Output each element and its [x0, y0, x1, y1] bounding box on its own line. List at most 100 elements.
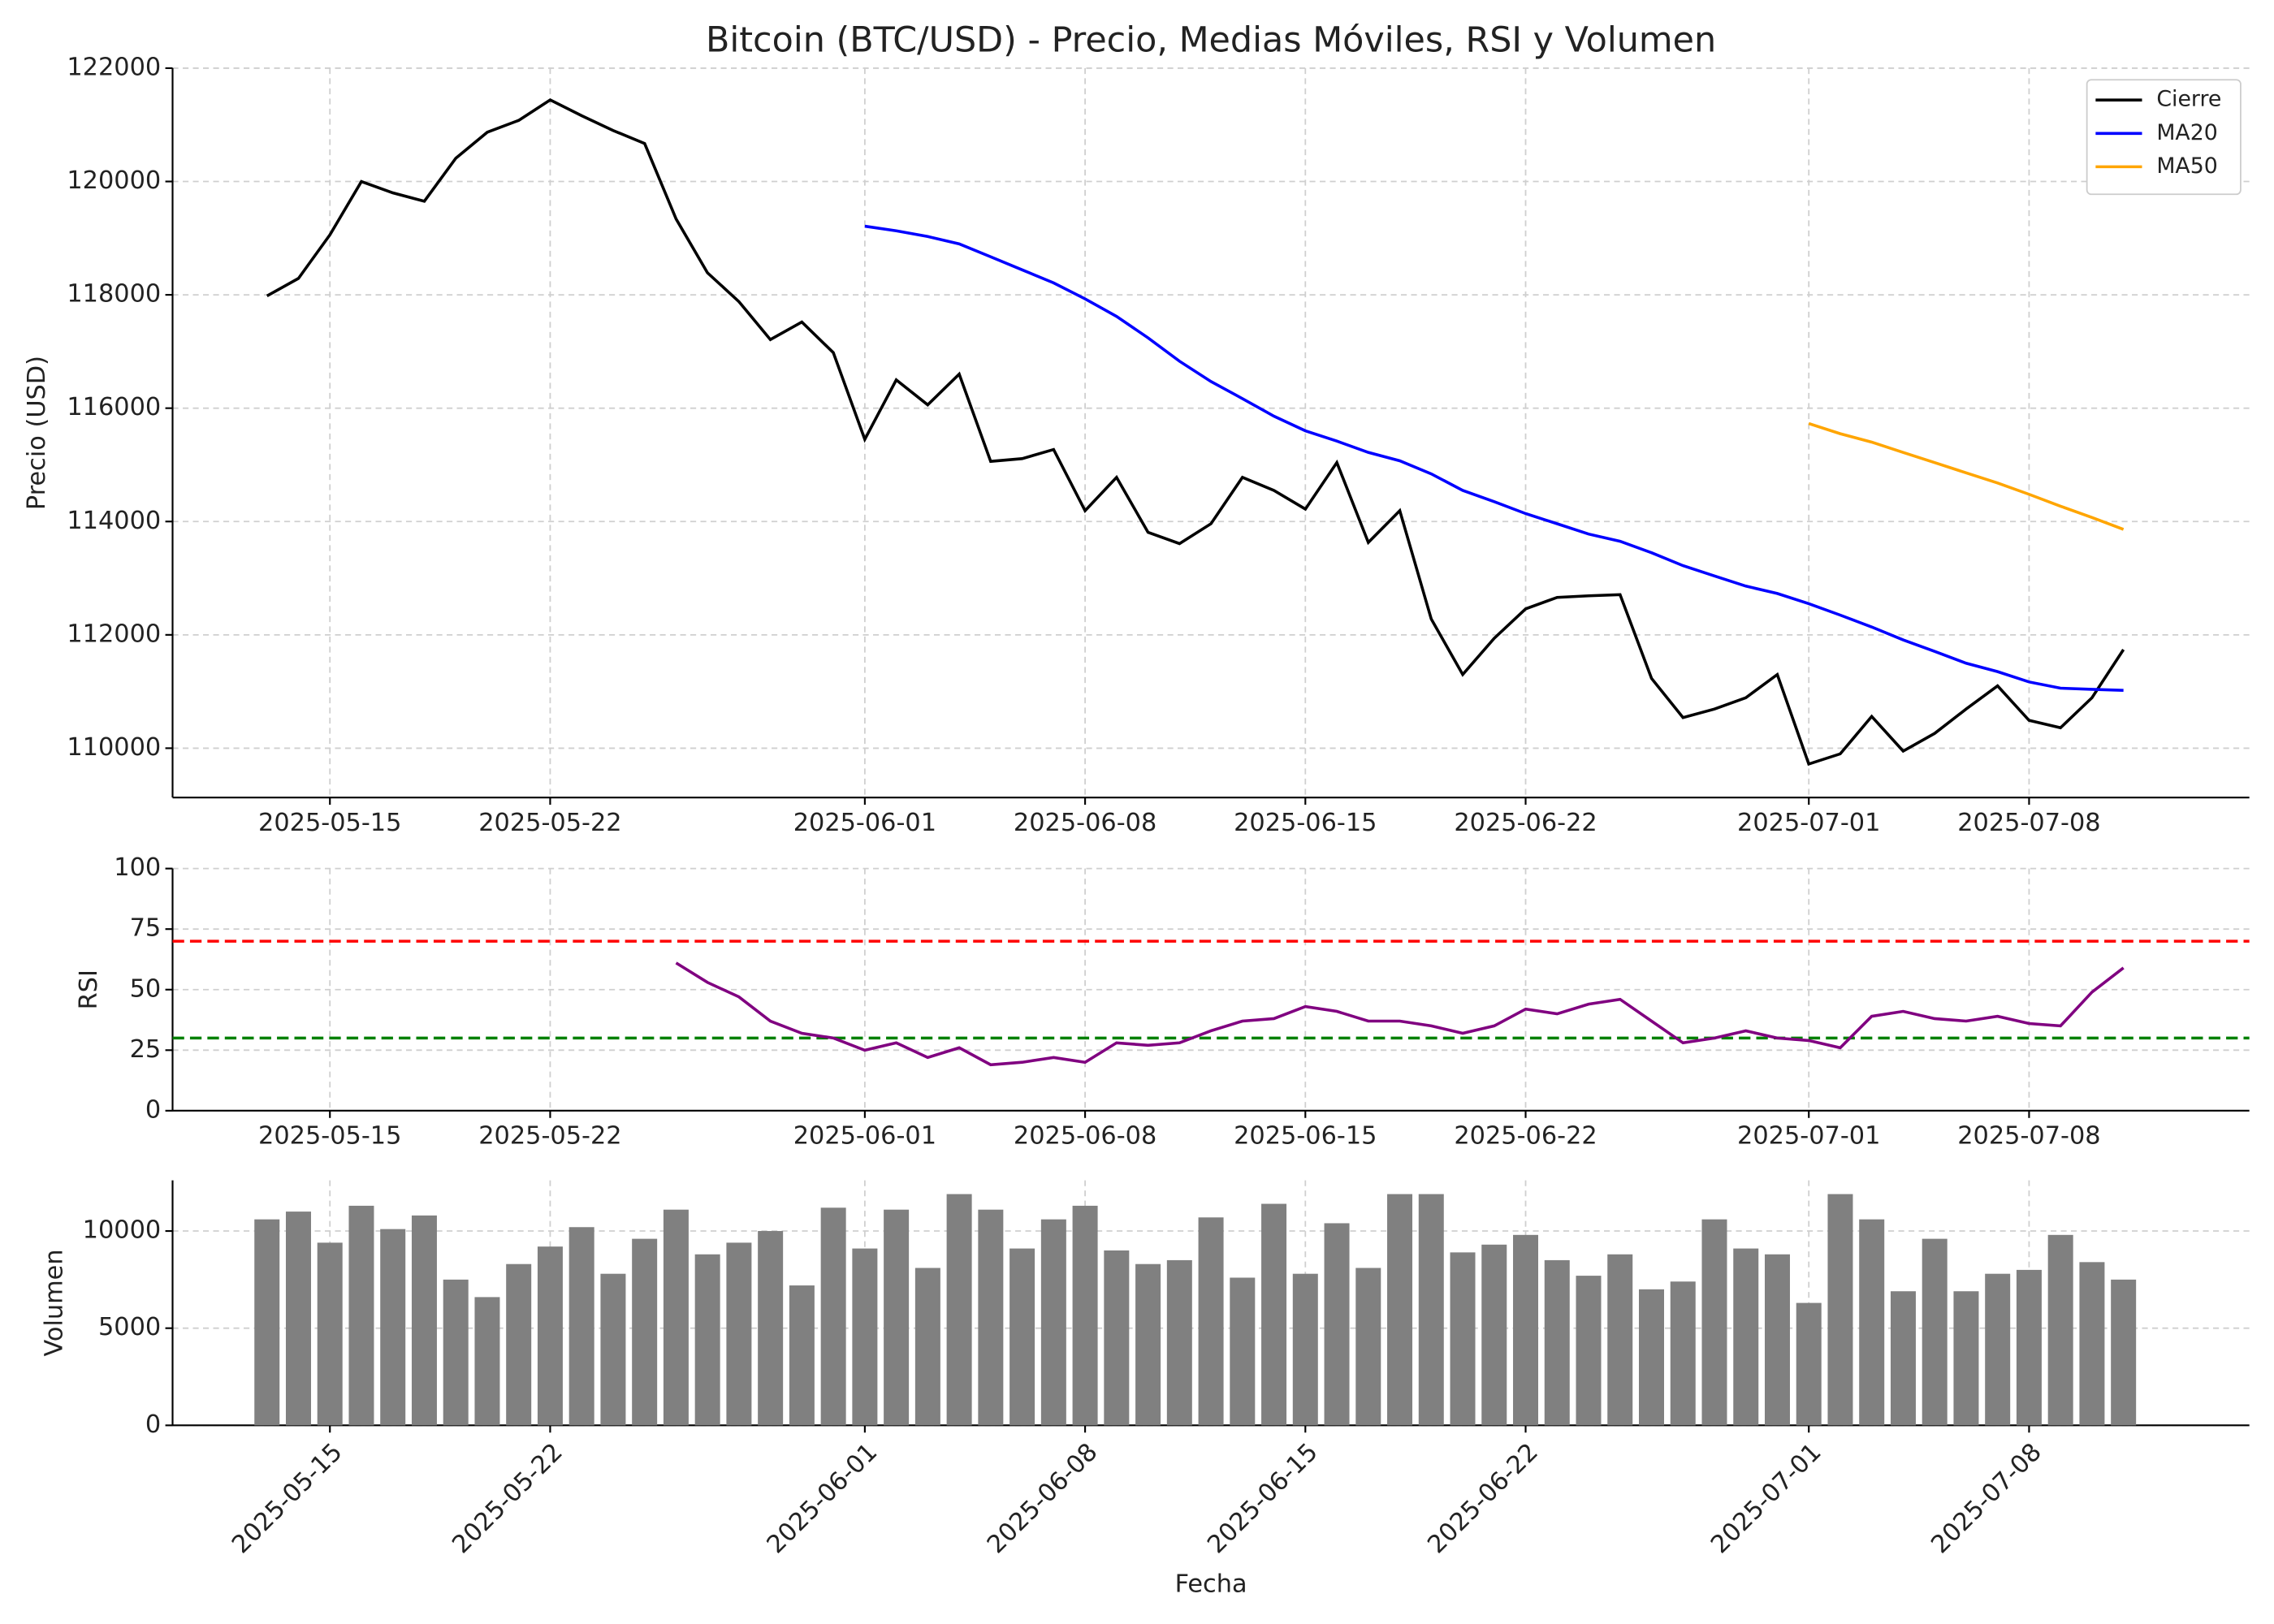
- x-tick-label: 2025-05-22: [478, 1122, 621, 1151]
- bar: [1261, 1203, 1287, 1426]
- bar: [1198, 1217, 1224, 1426]
- bar: [600, 1273, 626, 1426]
- bar: [758, 1231, 784, 1426]
- bar: [978, 1209, 1004, 1426]
- bar: [1387, 1194, 1413, 1426]
- bar: [1764, 1254, 1790, 1426]
- bar: [1576, 1276, 1602, 1426]
- bar: [1859, 1219, 1885, 1426]
- bar: [1796, 1302, 1822, 1426]
- x-tick-label: 2025-05-22: [478, 809, 621, 837]
- bar: [1827, 1194, 1853, 1426]
- y-tick-label: 25: [130, 1035, 162, 1064]
- legend: Cierre MA20 MA50: [2086, 79, 2242, 196]
- chart-title: Bitcoin (BTC/USD) - Precio, Medias Móvil…: [706, 19, 1716, 60]
- y-tick-label: 50: [130, 974, 162, 1003]
- series-line: [266, 97, 2125, 767]
- bar: [820, 1207, 846, 1426]
- bar: [411, 1215, 437, 1426]
- series-line: [675, 961, 2125, 1067]
- bar: [789, 1285, 815, 1426]
- y-axis-label: Precio (USD): [23, 356, 51, 510]
- x-tick-label: 2025-06-01: [793, 809, 936, 837]
- x-tick-label: 2025-07-08: [1957, 1122, 2100, 1151]
- bar: [348, 1205, 374, 1426]
- bar: [914, 1268, 940, 1426]
- bar: [2016, 1269, 2042, 1426]
- x-axis-label: Fecha: [1175, 1570, 1247, 1598]
- bar: [506, 1263, 532, 1426]
- x-tick-label: 2025-07-01: [1737, 809, 1880, 837]
- bar: [1450, 1252, 1476, 1426]
- y-tick-label: 5000: [98, 1313, 161, 1341]
- legend-label: Cierre: [2156, 87, 2221, 112]
- bar: [852, 1248, 878, 1426]
- y-tick-label: 114000: [67, 507, 161, 535]
- x-tick-label: 2025-06-01: [793, 1122, 936, 1151]
- y-tick-label: 118000: [67, 280, 161, 309]
- bar: [1040, 1219, 1066, 1426]
- bar: [285, 1212, 311, 1426]
- y-tick-label: 122000: [67, 53, 161, 81]
- x-tick-label: 2025-06-15: [1234, 1122, 1377, 1151]
- bar: [1733, 1248, 1759, 1426]
- bar: [254, 1219, 280, 1426]
- bar: [1355, 1268, 1381, 1426]
- bar: [1135, 1263, 1161, 1426]
- bar: [726, 1242, 752, 1426]
- y-tick-label: 110000: [67, 733, 161, 762]
- bar: [632, 1238, 658, 1426]
- bar: [694, 1254, 720, 1426]
- bar: [1701, 1219, 1727, 1426]
- bar: [317, 1242, 343, 1426]
- bar: [568, 1227, 594, 1426]
- bar: [1230, 1277, 1256, 1426]
- bar: [2079, 1262, 2105, 1426]
- bar: [380, 1229, 406, 1426]
- y-axis-label: Volumen: [40, 1249, 68, 1356]
- bar: [1670, 1281, 1696, 1426]
- x-tick-label: 2025-06-08: [1014, 809, 1156, 837]
- y-tick-label: 75: [130, 914, 162, 943]
- x-tick-label: 2025-06-22: [1454, 1122, 1597, 1151]
- y-tick-label: 0: [145, 1410, 161, 1439]
- bar: [1324, 1223, 1350, 1426]
- x-tick-label: 2025-06-08: [1014, 1122, 1156, 1151]
- x-tick-label: 2025-05-15: [258, 1122, 401, 1151]
- bar: [1418, 1194, 1444, 1426]
- bar: [663, 1209, 689, 1426]
- series-line: [864, 224, 2124, 692]
- bar: [2111, 1279, 2137, 1426]
- bar: [537, 1246, 563, 1426]
- y-axis-label: RSI: [75, 970, 103, 1009]
- x-tick-label: 2025-07-08: [1957, 809, 2100, 837]
- bar: [1607, 1254, 1633, 1426]
- bar: [1985, 1273, 2011, 1426]
- bar: [946, 1194, 972, 1426]
- bar: [2047, 1234, 2073, 1426]
- y-tick-label: 100: [114, 853, 161, 882]
- legend-label: MA50: [2156, 153, 2217, 179]
- y-tick-label: 0: [145, 1095, 161, 1124]
- y-tick-label: 10000: [83, 1216, 162, 1245]
- bar: [1953, 1291, 1979, 1426]
- bar: [1890, 1291, 1916, 1426]
- bar: [474, 1297, 500, 1426]
- bar: [884, 1209, 910, 1426]
- x-tick-label: 2025-06-15: [1234, 809, 1377, 837]
- bar: [1481, 1244, 1507, 1426]
- bar: [1292, 1273, 1318, 1426]
- y-tick-label: 116000: [67, 393, 161, 421]
- bar: [1922, 1238, 1948, 1426]
- y-tick-label: 112000: [67, 620, 161, 648]
- series-line: [1808, 421, 2125, 531]
- bar: [1544, 1259, 1570, 1426]
- bar: [1166, 1259, 1192, 1426]
- x-tick-label: 2025-05-15: [258, 809, 401, 837]
- x-tick-label: 2025-06-22: [1454, 809, 1597, 837]
- bar: [1104, 1250, 1130, 1426]
- x-tick-label: 2025-07-01: [1737, 1122, 1880, 1151]
- bar: [1638, 1289, 1664, 1426]
